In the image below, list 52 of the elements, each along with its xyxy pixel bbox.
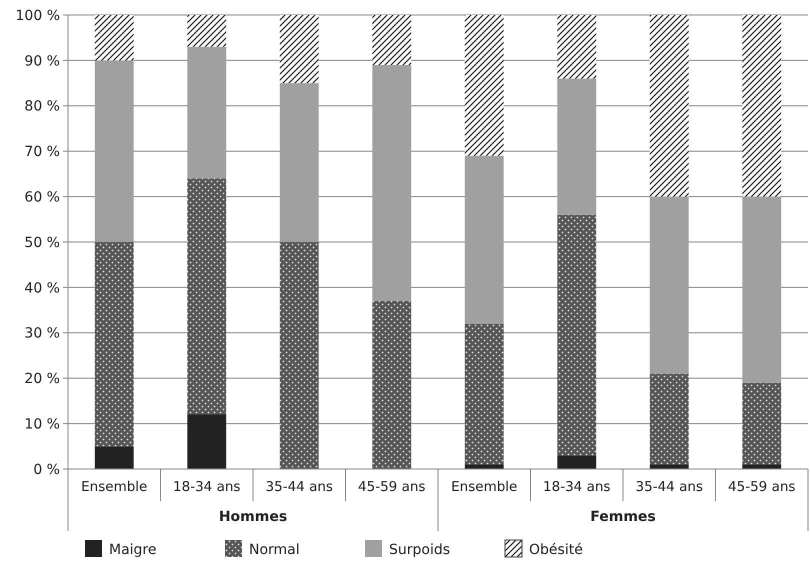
text: Femmes xyxy=(590,509,656,525)
bar xyxy=(94,242,134,446)
bar xyxy=(94,15,134,60)
y-tick-label: 90 % xyxy=(24,53,60,70)
text: Hommes xyxy=(218,509,288,525)
bar xyxy=(280,15,319,84)
legend-label: Obésité xyxy=(529,542,583,558)
y-tick-label: 80 % xyxy=(24,98,60,115)
bar xyxy=(187,178,226,415)
bar xyxy=(557,78,596,215)
bar xyxy=(557,455,596,469)
bar xyxy=(650,374,689,464)
x-tick-label: 45-59 ans xyxy=(358,479,426,495)
y-tick-label: 100 % xyxy=(16,8,60,24)
x-tick-label: 18-34 ans xyxy=(173,479,240,495)
bar xyxy=(372,15,412,65)
bar xyxy=(372,301,412,469)
bar xyxy=(742,196,782,383)
legend-label: Normal xyxy=(249,542,300,558)
y-tick-label: 70 % xyxy=(24,144,60,160)
y-tick-label: 20 % xyxy=(24,371,60,388)
bar xyxy=(464,324,504,464)
bar xyxy=(187,15,226,47)
bar xyxy=(742,382,782,464)
legend-label: Surpoids xyxy=(389,542,450,558)
bar xyxy=(557,214,596,456)
bar xyxy=(650,196,689,374)
bar xyxy=(94,446,134,469)
y-tick-label: 40 % xyxy=(24,280,60,296)
bar xyxy=(557,15,596,79)
bar xyxy=(464,156,504,324)
bar xyxy=(280,83,319,242)
legend-label: Maigre xyxy=(109,542,156,558)
bar xyxy=(372,64,412,302)
y-tick-label: 30 % xyxy=(24,326,60,342)
y-tick-label: 60 % xyxy=(24,190,60,206)
x-tick-label: Ensemble xyxy=(81,479,148,495)
y-tick-label: 50 % xyxy=(24,234,60,251)
x-tick-label: 35-44 ans xyxy=(636,479,703,495)
bar xyxy=(650,15,689,197)
x-tick-label: 35-44 ans xyxy=(266,479,333,495)
bar xyxy=(187,46,226,178)
x-tick-label: 45-59 ans xyxy=(728,479,796,495)
y-tick-label: 0 % xyxy=(33,462,60,478)
bar xyxy=(94,60,134,242)
x-tick-label: 18-34 ans xyxy=(543,479,610,495)
bar xyxy=(742,15,782,197)
bar xyxy=(187,414,226,469)
bar xyxy=(464,15,504,156)
x-tick-label: Ensemble xyxy=(451,479,518,495)
y-tick-label: 10 % xyxy=(24,416,60,432)
bar xyxy=(280,242,319,469)
